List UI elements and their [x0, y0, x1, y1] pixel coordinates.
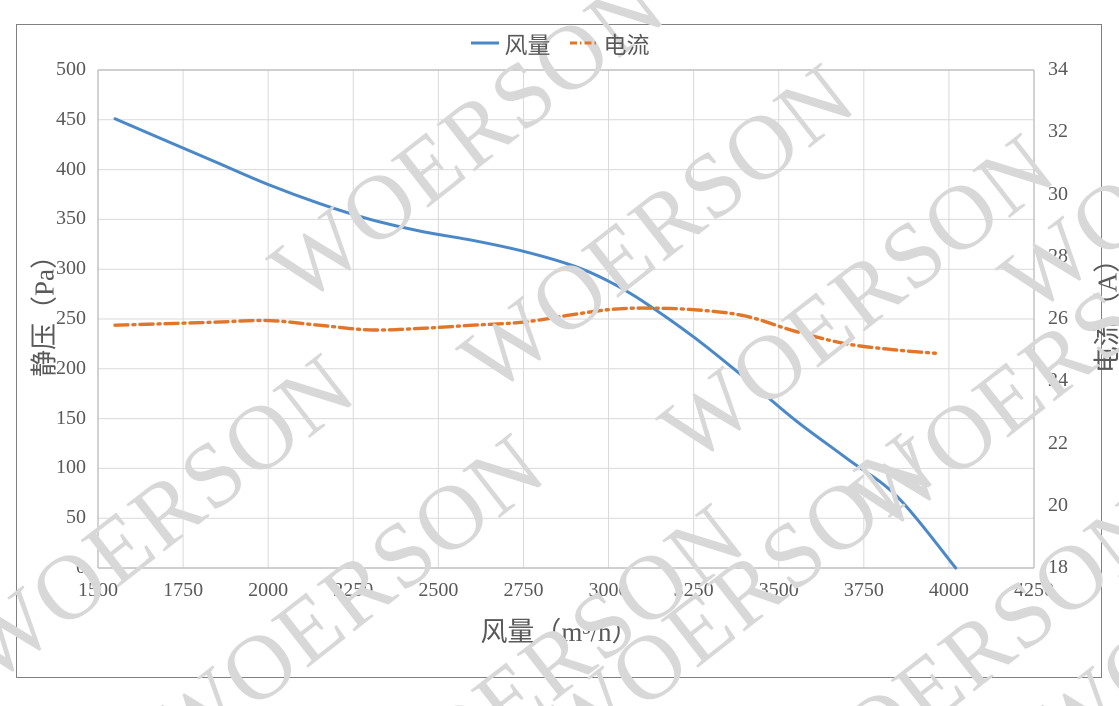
y-axis-left-tick-label: 300: [56, 257, 86, 280]
y-axis-right-tick-label: 24: [1048, 369, 1068, 392]
x-axis-tick-label: 3750: [843, 579, 884, 601]
y-axis-right-tick-label: 34: [1048, 58, 1068, 80]
y-axis-right-tick-label: 18: [1048, 556, 1068, 578]
series-lines: [113, 117, 958, 570]
x-axis-title: 风量（m³/h）: [480, 617, 639, 647]
y-axis-right-tick-label: 22: [1048, 431, 1068, 454]
y-axis-left-tick-label: 0: [76, 556, 86, 578]
y-axis-left-tick-label: 100: [56, 456, 86, 479]
y-axis-left-tick-label: 400: [56, 157, 86, 180]
legend-swatch-icon: [470, 36, 500, 50]
x-axis-tick-label: 2500: [418, 579, 459, 601]
y-axis-left-tick-label: 150: [56, 406, 86, 429]
series-line-airflow: [113, 117, 958, 570]
chart-legend: 风量 电流: [0, 26, 1119, 60]
x-axis-tick-label: 2000: [248, 579, 289, 601]
y-axis-right-tick-label: 28: [1048, 244, 1068, 267]
legend-entry-airflow: 风量: [470, 26, 551, 60]
x-axis-tick-label: 2250: [333, 579, 374, 601]
y-axis-left-tick-label: 450: [56, 107, 86, 130]
legend-entry-current: 电流: [569, 26, 650, 60]
y-axis-right-title: 电流（A）: [1092, 245, 1119, 374]
x-axis-tick-label: 4250: [1014, 579, 1054, 601]
y-axis-left-tick-label: 350: [56, 207, 86, 230]
axis-lines: [97, 69, 1035, 569]
x-axis-tick-label: 4000: [928, 579, 969, 601]
x-axis-tick-label: 3500: [758, 579, 799, 601]
series-line-current: [113, 306, 937, 355]
legend-label: 风量: [504, 33, 551, 58]
y-axis-left-tick-label: 50: [66, 506, 86, 529]
x-axis-tick-label: 2750: [503, 579, 544, 601]
y-axis-right-tick-label: 20: [1048, 493, 1068, 516]
x-axis-tick-label: 3250: [673, 579, 714, 601]
x-axis-tick-label: 3000: [588, 579, 629, 601]
y-axis-right-tick-label: 32: [1048, 120, 1068, 143]
y-axis-left-title: 静压（Pa）: [29, 242, 60, 377]
x-axis-tick-label: 1750: [163, 579, 204, 601]
y-axis-left-tick-label: 250: [56, 307, 86, 329]
y-axis-left-tick-label: 500: [56, 58, 86, 80]
y-axis-right-tick-label: 30: [1048, 182, 1068, 205]
chart-frame-border: [16, 24, 1102, 678]
legend-swatch-icon: [569, 36, 599, 50]
y-axis-right-tick-label: 26: [1048, 307, 1068, 329]
y-axis-left-tick-label: 200: [56, 356, 86, 379]
x-axis-tick-label: 1500: [78, 579, 118, 601]
legend-label: 电流: [603, 33, 650, 58]
